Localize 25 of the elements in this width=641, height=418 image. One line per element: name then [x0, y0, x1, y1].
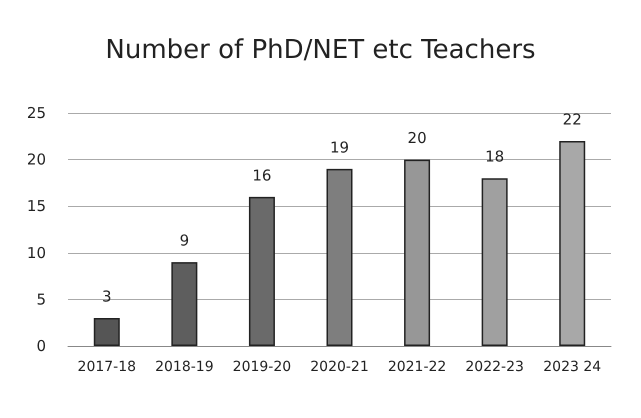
- x-tick-label: 2021-22: [388, 359, 446, 375]
- x-tick-label: 2023 24: [543, 359, 602, 375]
- bar: [404, 160, 430, 346]
- bar: [248, 196, 275, 346]
- x-tick-label: 2019-20: [232, 359, 292, 375]
- data-label: 18: [485, 148, 504, 166]
- y-tick-label: 20: [26, 150, 46, 169]
- x-tick-label: 2022-23: [465, 359, 524, 375]
- y-tick-label: 0: [36, 337, 46, 355]
- data-label: 22: [562, 110, 582, 128]
- data-label: 20: [408, 129, 427, 148]
- y-tick-label: 5: [36, 290, 46, 308]
- data-label: 3: [102, 288, 112, 306]
- y-tick-label: 25: [26, 104, 46, 122]
- data-label: 16: [252, 166, 272, 184]
- y-tick-label: 15: [26, 197, 46, 216]
- bar: [94, 318, 120, 346]
- data-label: 9: [180, 232, 190, 250]
- x-tick-label: 2018-19: [155, 359, 214, 375]
- y-tick-label: 10: [26, 244, 46, 262]
- chart-title: Number of PhD/NET etc Teachers: [105, 35, 536, 65]
- x-tick-label: 2017-18: [78, 359, 136, 375]
- x-tick-label: 2020-21: [310, 359, 369, 375]
- data-label: 19: [330, 138, 350, 156]
- bar: [171, 262, 198, 346]
